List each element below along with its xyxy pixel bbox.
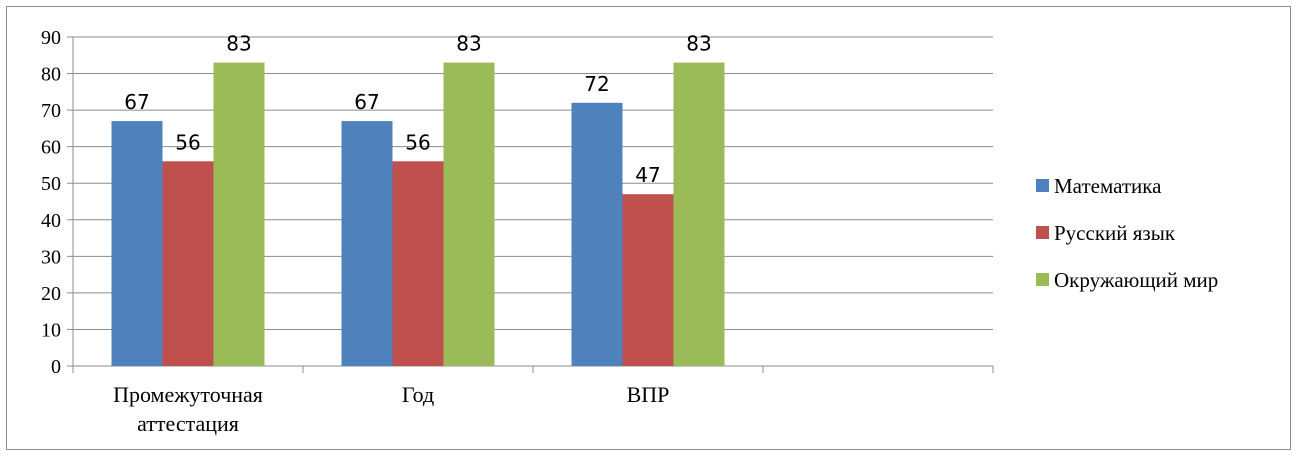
data-label: 47 <box>635 163 660 187</box>
data-label: 72 <box>584 72 609 96</box>
bar <box>622 194 674 366</box>
bar <box>213 62 265 366</box>
y-tick-label: 60 <box>41 137 61 159</box>
legend-swatch <box>1036 273 1049 286</box>
bar <box>162 161 214 366</box>
bar <box>673 62 725 366</box>
y-tick-label: 40 <box>41 210 61 232</box>
bar <box>571 102 623 367</box>
data-label: 67 <box>354 90 379 114</box>
data-label: 56 <box>405 130 430 154</box>
y-tick-label: 30 <box>41 246 61 268</box>
y-tick-label: 0 <box>51 356 61 378</box>
x-category-label: Промежуточная <box>113 382 263 407</box>
legend-label: Русский язык <box>1054 221 1176 245</box>
data-label: 83 <box>456 32 481 56</box>
bar <box>392 161 444 366</box>
y-tick-label: 70 <box>41 100 61 122</box>
legend-swatch <box>1036 226 1049 239</box>
x-category-label: ВПР <box>627 382 670 407</box>
legend-label: Окружающий мир <box>1054 268 1218 292</box>
legend-swatch <box>1036 179 1049 192</box>
data-label: 83 <box>686 32 711 56</box>
y-tick-label: 20 <box>41 283 61 305</box>
y-tick-label: 10 <box>41 319 61 341</box>
y-tick-label: 90 <box>41 27 61 49</box>
x-category-label: аттестация <box>137 411 239 436</box>
bar <box>111 121 163 366</box>
data-label: 56 <box>175 130 200 154</box>
data-label: 67 <box>124 90 149 114</box>
legend-label: Математика <box>1054 174 1162 198</box>
data-label: 83 <box>226 32 251 56</box>
x-category-label: Год <box>402 382 434 407</box>
y-tick-label: 50 <box>41 173 61 195</box>
bar <box>341 121 393 366</box>
y-tick-label: 80 <box>41 64 61 86</box>
bar <box>443 62 495 366</box>
